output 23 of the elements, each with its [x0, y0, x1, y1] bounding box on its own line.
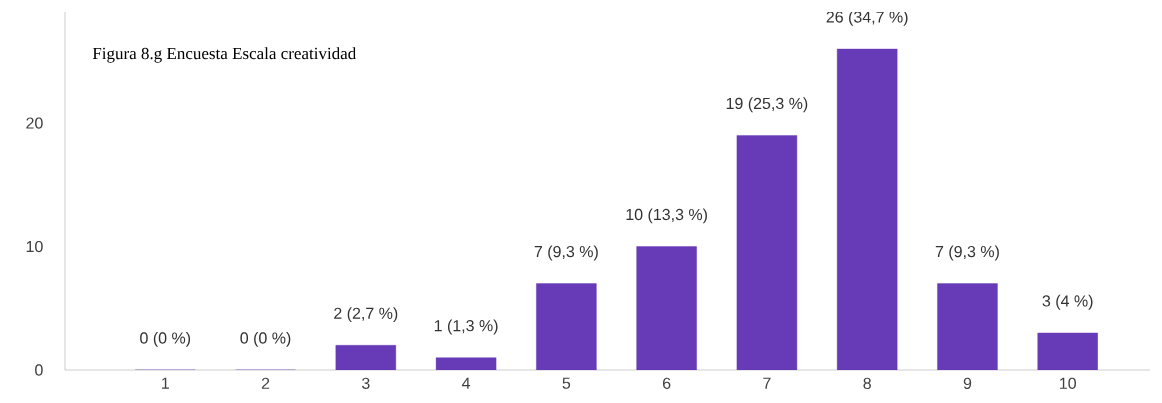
x-tick-label: 6 — [663, 377, 671, 389]
y-tick-label: 20 — [26, 117, 43, 129]
y-tick-label: 0 — [35, 364, 43, 376]
x-tick-label: 9 — [963, 377, 972, 389]
x-tick-label: 5 — [562, 377, 571, 389]
data-label: 7 (9,3 %) — [935, 245, 999, 261]
x-tick-label: 2 — [261, 377, 270, 389]
x-tick-label: 10 — [1060, 377, 1076, 389]
data-label: 3 (4 %) — [1042, 294, 1093, 310]
data-label: 7 (9,3 %) — [534, 245, 598, 261]
x-tick-label: 8 — [863, 377, 871, 389]
data-label: 0 (0 %) — [240, 331, 291, 347]
x-tick-label: 7 — [763, 377, 771, 389]
y-tick-label: 10 — [26, 240, 43, 253]
x-tick-label: 3 — [361, 377, 370, 389]
x-tick-label: 1 — [162, 377, 169, 389]
data-label: 10 (13,3 %) — [626, 208, 707, 224]
data-label: 0 (0 %) — [140, 331, 191, 347]
text: Figura 8.g Encuesta Escala creatividad — [92, 47, 357, 63]
data-label: 1 (1,3 %) — [434, 319, 498, 335]
data-label: 2 (2,7 %) — [334, 307, 398, 323]
x-tick-label: 4 — [462, 377, 471, 389]
data-label: 19 (25,3 %) — [726, 97, 808, 113]
